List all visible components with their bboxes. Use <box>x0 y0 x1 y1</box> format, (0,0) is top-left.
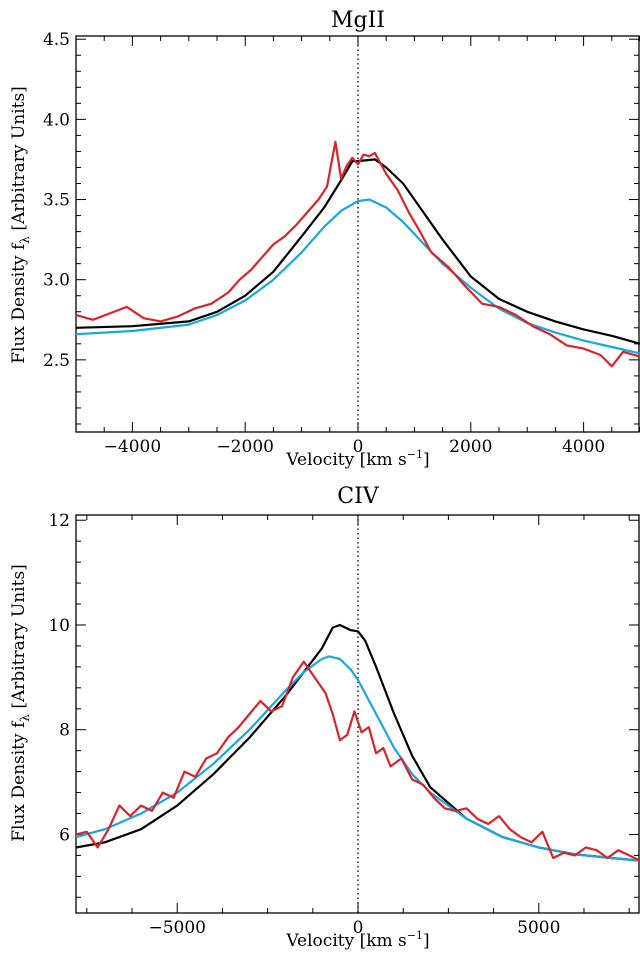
civ-y-tick-label: 6 <box>59 825 70 845</box>
civ-y-axis-label: Flux Density fλ [Arbitrary Units] <box>9 564 32 842</box>
mgii-x-tick-label: 0 <box>353 437 364 457</box>
mgii-series-blue-line <box>75 198 640 355</box>
mgii-y-axis-label: Flux Density fλ [Arbitrary Units] <box>9 86 32 364</box>
civ-x-tick-label: −5000 <box>148 918 206 938</box>
civ-y-tick-label: 10 <box>48 616 70 636</box>
mgii-x-tick-label: 4000 <box>562 437 605 457</box>
civ-x-tick-label: 0 <box>353 918 364 938</box>
mgii-x-tick-label: −2000 <box>216 437 274 457</box>
mgii-series-black-line <box>75 158 640 345</box>
mgii-title: MgII <box>331 8 385 33</box>
mgii-y-tick-label: 4.0 <box>43 110 70 130</box>
mgii-y-tick-label: 3.5 <box>43 191 70 211</box>
civ-title: CIV <box>337 484 380 509</box>
mgii-x-tick-label: 2000 <box>449 437 492 457</box>
mgii-x-axis-label: Velocity [km s−1] <box>285 448 429 470</box>
mgii-series-red-line <box>75 140 640 368</box>
civ-panel: CIV Velocity [km s−1] Flux Density fλ [A… <box>9 484 640 951</box>
civ-x-tick-label: 5000 <box>517 918 560 938</box>
mgii-y-tick-label: 3.0 <box>43 271 70 291</box>
mgii-panel: MgII Velocity [km s−1] Flux Density fλ [… <box>9 8 640 470</box>
mgii-y-tick-label: 2.5 <box>43 351 70 371</box>
civ-y-tick-label: 8 <box>59 721 70 741</box>
civ-x-axis-label: Velocity [km s−1] <box>285 929 429 951</box>
civ-series-red-line <box>75 660 640 862</box>
civ-y-tick-label: 12 <box>48 511 70 531</box>
civ-series-blue-line <box>75 655 640 862</box>
mgii-y-tick-label: 4.5 <box>43 30 70 50</box>
mgii-x-tick-label: −4000 <box>104 437 162 457</box>
